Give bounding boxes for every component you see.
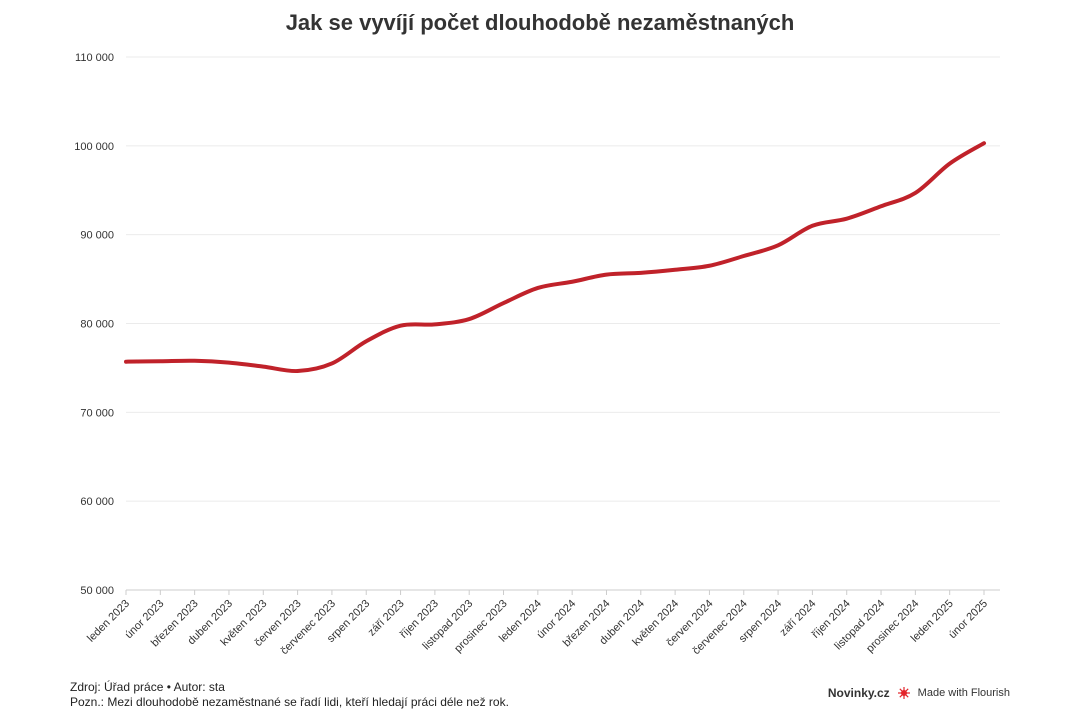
y-tick-label: 70 000: [80, 407, 114, 419]
data-point[interactable]: [395, 320, 407, 332]
y-tick-label: 90 000: [80, 230, 114, 242]
y-tick-label: 100 000: [74, 141, 114, 153]
data-point[interactable]: [429, 318, 441, 330]
data-point[interactable]: [154, 355, 166, 367]
y-tick-label: 80 000: [80, 319, 114, 331]
data-point[interactable]: [600, 269, 612, 281]
data-points: [120, 137, 990, 377]
data-point[interactable]: [326, 357, 338, 369]
chart-title: Jak se vyvíjí počet dlouhodobě nezaměstn…: [285, 10, 795, 35]
data-point[interactable]: [120, 356, 132, 368]
data-point[interactable]: [292, 365, 304, 377]
gridlines: [126, 56, 1000, 591]
data-point[interactable]: [566, 276, 578, 288]
footer: Zdroj: Úřad práce • Autor: sta Pozn.: Me…: [70, 680, 509, 710]
y-axis-ticks: 50 000 60 000 70 000 80 000 90 000 100 000 110…: [74, 52, 114, 597]
made-with-flourish-link[interactable]: Made with Flourish: [917, 687, 1010, 699]
data-point[interactable]: [498, 297, 510, 309]
y-tick-label: 110 000: [75, 52, 114, 64]
data-point[interactable]: [909, 187, 921, 199]
data-point[interactable]: [189, 355, 201, 367]
y-tick-label: 50 000: [80, 585, 114, 597]
brand-logo-text[interactable]: Novinky.cz: [827, 686, 890, 700]
series-line: [124, 141, 986, 374]
data-point[interactable]: [875, 200, 887, 212]
data-point[interactable]: [772, 239, 784, 251]
data-point[interactable]: [738, 250, 750, 262]
data-point[interactable]: [223, 357, 235, 369]
note-text: Pozn.: Mezi dlouhodobě nezaměstnané se ř…: [70, 695, 509, 709]
data-point[interactable]: [257, 361, 269, 373]
data-point[interactable]: [806, 220, 818, 232]
data-point[interactable]: [978, 137, 990, 149]
data-point[interactable]: [532, 282, 544, 294]
line-chart: 50 000 60 000 70 000 80 000 90 000 100 000 110…: [74, 52, 1000, 657]
data-point[interactable]: [635, 267, 647, 279]
data-point[interactable]: [669, 264, 681, 276]
data-point[interactable]: [944, 158, 956, 170]
data-point[interactable]: [360, 335, 372, 347]
footer-branding: Novinky.cz Made with Flourish: [828, 686, 1010, 700]
data-point[interactable]: [703, 260, 715, 272]
flourish-icon: [897, 687, 910, 699]
x-tick-label: leden 2023: [85, 598, 132, 645]
data-point[interactable]: [463, 313, 475, 325]
source-text: Zdroj: Úřad práce • Autor: sta: [70, 680, 225, 694]
data-point[interactable]: [841, 213, 853, 225]
y-tick-label: 60 000: [80, 496, 114, 508]
